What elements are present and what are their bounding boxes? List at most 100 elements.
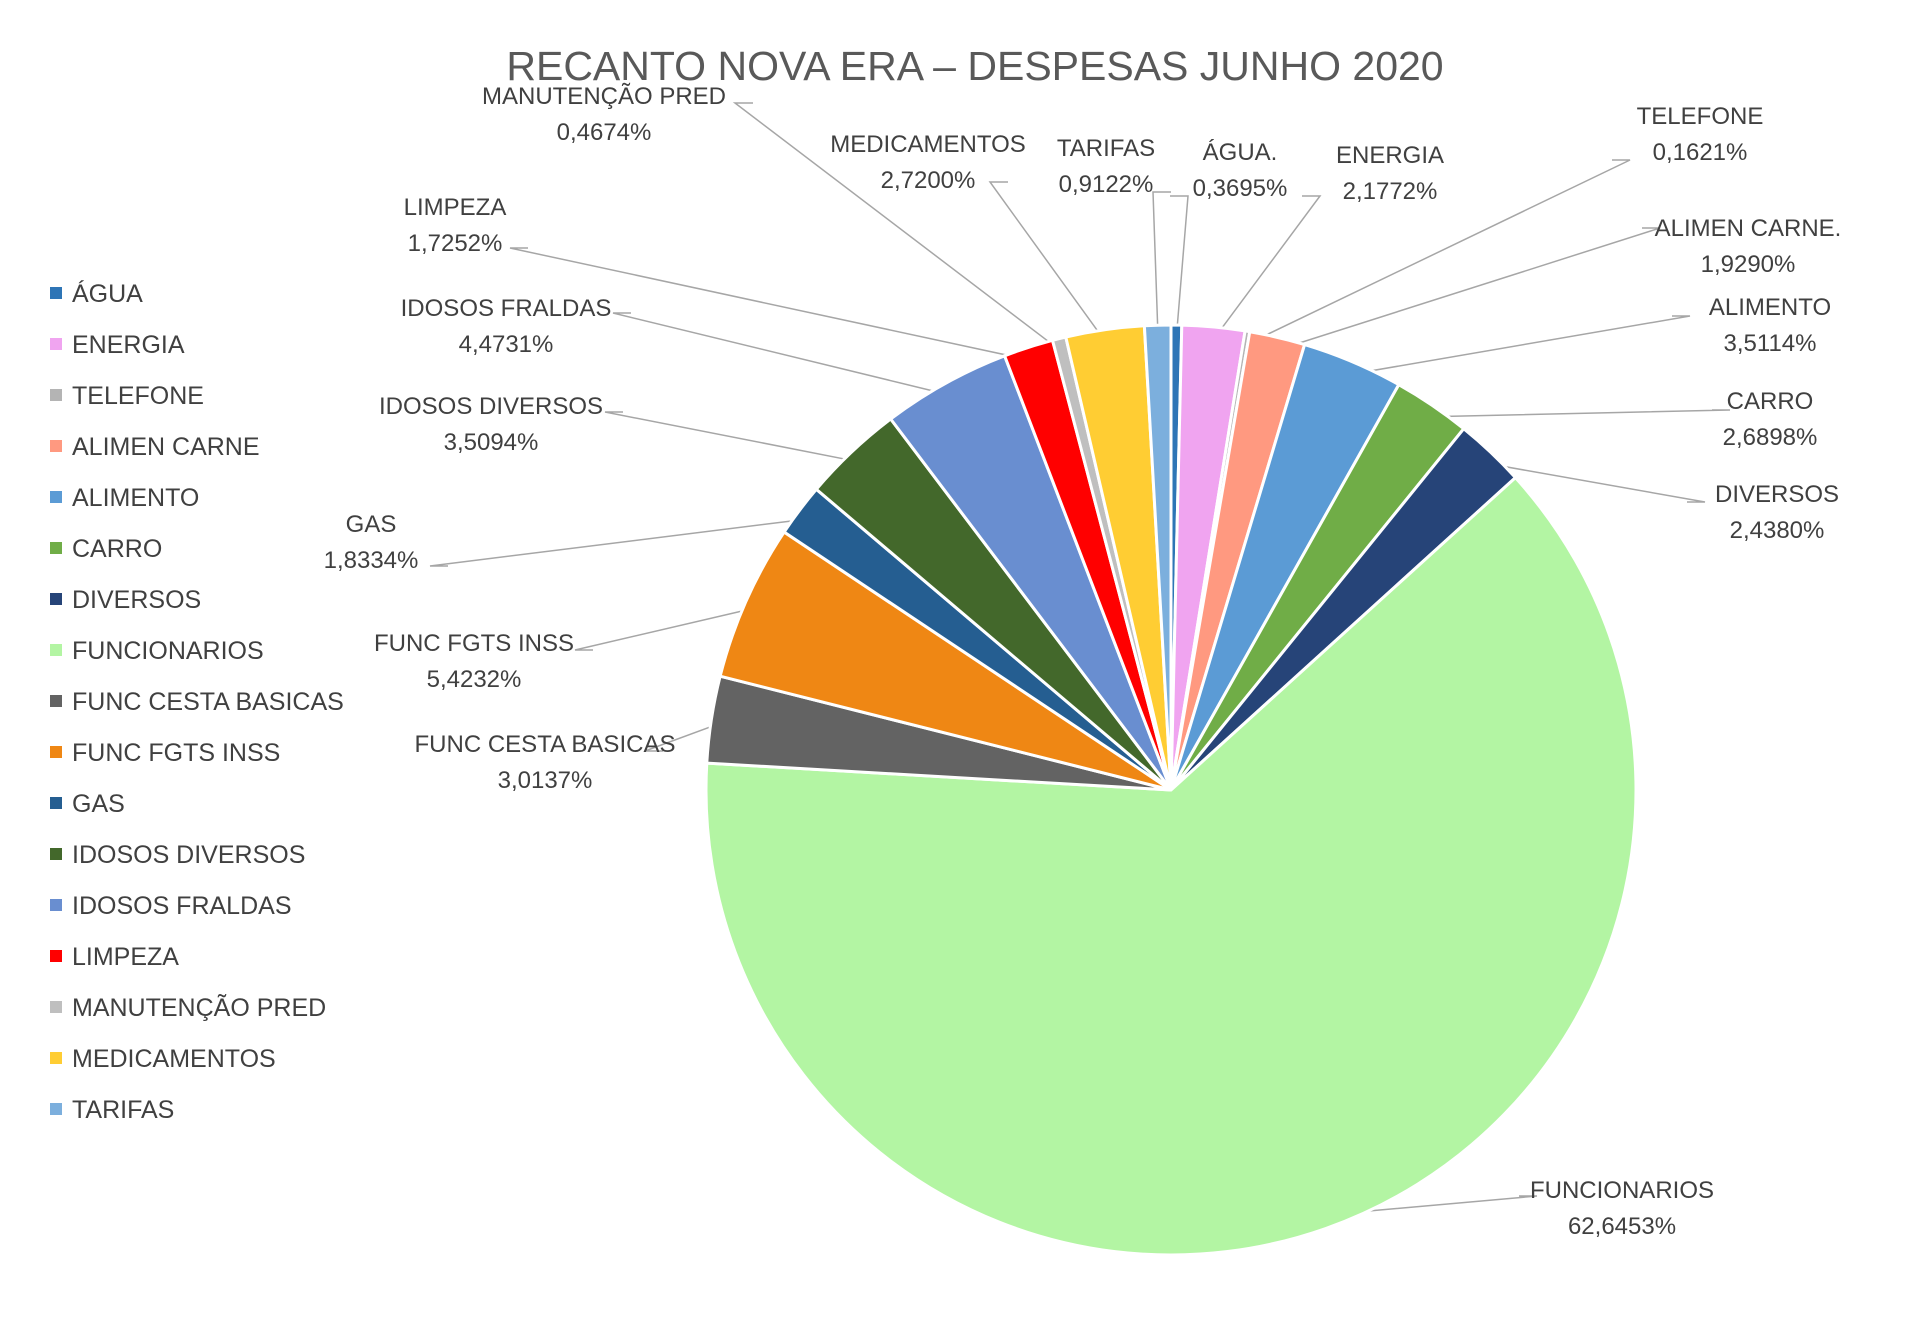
data-label: TELEFONE 0,1621%	[1637, 103, 1764, 166]
pie-slice	[704, 475, 1638, 1257]
data-label: ALIMEN CARNE. 1,9290%	[1655, 215, 1842, 278]
legend-swatch	[50, 950, 62, 962]
legend-label: FUNC CESTA BASICAS	[72, 688, 344, 716]
data-label: CARRO 2,6898%	[1723, 388, 1818, 451]
legend-label: TELEFONE	[72, 382, 204, 410]
data-label-percent: 2,4380%	[1730, 517, 1825, 544]
leader-lines	[429, 102, 1731, 1217]
data-label-percent: 0,9122%	[1059, 171, 1154, 198]
legend-swatch	[50, 899, 62, 911]
leader-line	[1321, 1195, 1538, 1217]
legend-swatch	[50, 797, 62, 809]
data-label-category: FUNC FGTS INSS	[374, 630, 574, 657]
data-label-percent: 2,1772%	[1343, 178, 1438, 205]
legend-swatch	[50, 1103, 62, 1115]
data-label: GAS 1,8334%	[324, 511, 419, 574]
data-label-category: MANUTENÇÃO PRED	[482, 83, 726, 110]
data-label-percent: 1,8334%	[324, 547, 419, 574]
legend-swatch	[50, 491, 62, 503]
leader-line	[988, 181, 1108, 345]
legend-swatch	[50, 848, 62, 860]
data-label: ALIMENTO 3,5114%	[1709, 294, 1831, 357]
data-label: FUNCIONARIOS 62,6453%	[1530, 1177, 1714, 1240]
leader-line	[1424, 409, 1731, 418]
data-label-category: IDOSOS DIVERSOS	[379, 393, 603, 420]
legend-swatch	[50, 644, 62, 656]
data-label: FUNC FGTS INSS 5,4232%	[374, 630, 574, 693]
data-label: ÁGUA. 0,3695%	[1193, 139, 1288, 202]
leader-line	[612, 312, 953, 397]
leader-line	[1244, 159, 1631, 346]
data-label: IDOSOS DIVERSOS 3,5094%	[379, 393, 603, 456]
leader-line	[574, 606, 759, 651]
legend-swatch	[50, 1001, 62, 1013]
leader-line	[1480, 461, 1706, 503]
legend-swatch	[50, 440, 62, 452]
data-label-category: LIMPEZA	[404, 194, 507, 221]
legend-swatch	[50, 338, 62, 350]
legend-label: IDOSOS DIVERSOS	[72, 841, 305, 869]
data-label-category: TARIFAS	[1057, 135, 1155, 162]
legend-label: CARRO	[72, 535, 162, 563]
legend-label: ALIMEN CARNE	[72, 433, 260, 461]
data-label-percent: 1,7252%	[408, 230, 503, 257]
legend-label: LIMPEZA	[72, 943, 179, 971]
legend-swatch	[50, 593, 62, 605]
data-label: ENERGIA 2,1772%	[1336, 142, 1444, 205]
data-label-percent: 3,5094%	[444, 429, 539, 456]
data-label-category: FUNC CESTA BASICAS	[415, 731, 676, 758]
leader-line	[732, 102, 1063, 353]
data-label: LIMPEZA 1,7252%	[404, 194, 507, 257]
legend-swatch	[50, 746, 62, 758]
data-labels: ÁGUA. 0,3695% ENERGIA 2,1772% TELEFONE 0,1621…	[324, 83, 1842, 1240]
leader-line	[644, 720, 726, 752]
leader-line	[1211, 195, 1322, 342]
legend-label: ENERGIA	[72, 331, 185, 359]
leader-line	[1347, 315, 1691, 376]
data-label-percent: 3,5114%	[1724, 330, 1817, 357]
data-label-category: GAS	[346, 511, 397, 538]
legend-label: MEDICAMENTOS	[72, 1045, 276, 1073]
data-label: IDOSOS FRALDAS 4,4731%	[401, 295, 612, 358]
data-label-percent: 62,6453%	[1568, 1213, 1676, 1240]
leader-line	[604, 411, 862, 464]
data-label: FUNC CESTA BASICAS 3,0137%	[415, 731, 676, 794]
data-label-category: MEDICAMENTOS	[830, 131, 1026, 158]
data-label-category: ENERGIA	[1336, 142, 1444, 169]
data-label-category: CARRO	[1727, 388, 1814, 415]
pie-slice	[1142, 323, 1173, 791]
data-label: TARIFAS 0,9122%	[1057, 135, 1155, 198]
legend-swatch	[50, 389, 62, 401]
leader-line	[429, 517, 811, 567]
data-label-percent: 5,4232%	[427, 666, 522, 693]
legend-label: FUNC FGTS INSS	[72, 739, 280, 767]
legend-swatch	[50, 287, 62, 299]
data-label-percent: 2,6898%	[1723, 424, 1818, 451]
legend-label: TARIFAS	[72, 1096, 174, 1124]
pie-slice	[718, 529, 1172, 792]
data-label-percent: 0,4674%	[557, 119, 652, 146]
legend-label: IDOSOS FRALDAS	[72, 892, 292, 920]
legend-label: ÁGUA	[72, 279, 143, 308]
pie-slices	[704, 323, 1638, 1257]
data-label: MANUTENÇÃO PRED 0,4674%	[482, 83, 726, 146]
data-label-category: DIVERSOS	[1715, 481, 1839, 508]
data-label-percent: 3,0137%	[498, 767, 593, 794]
data-label-percent: 1,9290%	[1701, 251, 1796, 278]
data-label-category: FUNCIONARIOS	[1530, 1177, 1714, 1204]
data-label-category: ÁGUA.	[1203, 139, 1278, 166]
legend-label: GAS	[72, 790, 125, 818]
legend-swatch	[50, 1052, 62, 1064]
leader-line	[1152, 191, 1171, 340]
data-label-category: ALIMENTO	[1709, 294, 1831, 321]
data-label-percent: 0,1621%	[1653, 139, 1748, 166]
data-label: DIVERSOS 2,4380%	[1715, 481, 1839, 544]
legend-label: DIVERSOS	[72, 586, 201, 614]
leader-line	[509, 247, 1033, 362]
legend-label: MANUTENÇÃO PRED	[72, 993, 326, 1022]
data-label: MEDICAMENTOS 2,7200%	[830, 131, 1026, 194]
data-label-percent: 2,7200%	[881, 167, 976, 194]
legend-swatch	[50, 542, 62, 554]
data-label-percent: 4,4731%	[459, 331, 554, 358]
